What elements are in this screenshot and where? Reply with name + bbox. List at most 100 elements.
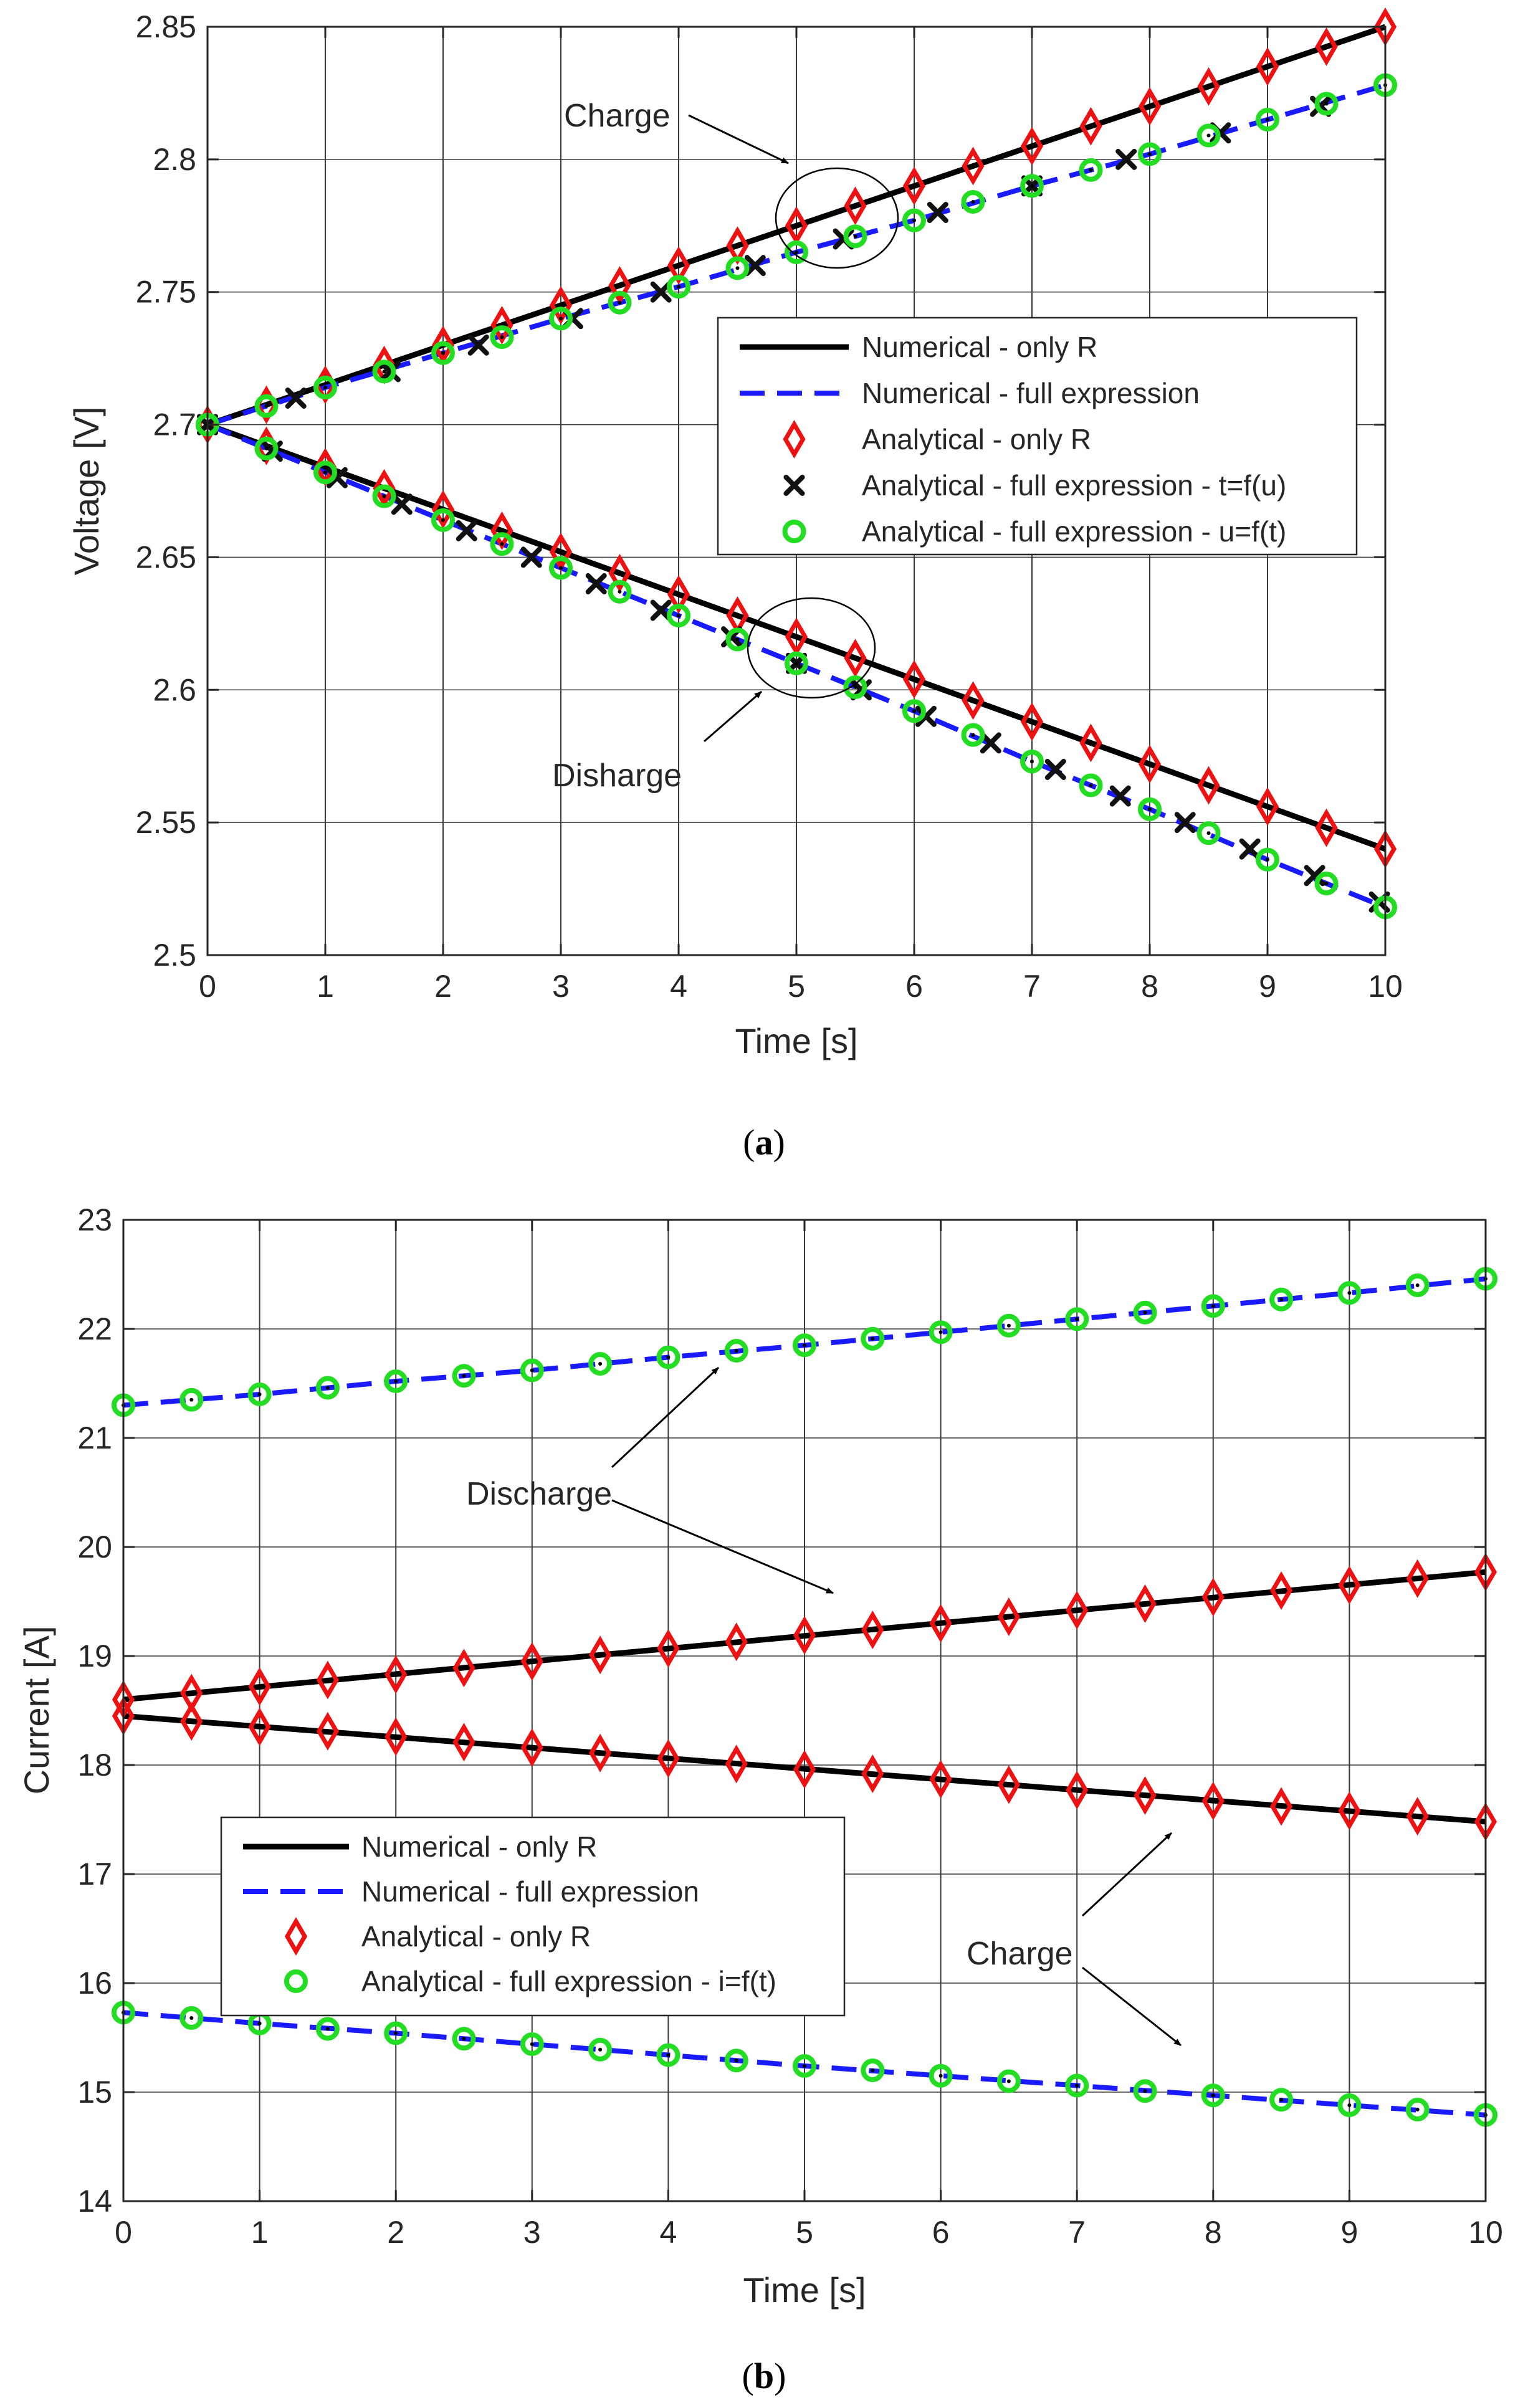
chart-a-series-line-0 bbox=[206, 24, 1387, 427]
chart-b-point-center-4-19 bbox=[1415, 1283, 1420, 1287]
chart-b-y-tick-label: 22 bbox=[77, 1311, 112, 1346]
chart-a-legend-label-1: Numerical - only R bbox=[862, 331, 1097, 363]
chart-b-y-tick-label: 17 bbox=[77, 1857, 112, 1892]
chart-a-point-9-18 bbox=[1256, 847, 1279, 872]
chart-a-point-8-8 bbox=[667, 275, 690, 299]
chart-a-discharge-label: Disharge bbox=[552, 758, 682, 794]
chart-b-point-center-7-9 bbox=[734, 2058, 738, 2063]
chart-a-x-axis-label: Time [s] bbox=[735, 1021, 857, 1060]
chart-a-point-8-17 bbox=[1196, 123, 1221, 148]
chart-a-point-5-13 bbox=[962, 681, 985, 720]
chart-b-legend-box bbox=[220, 1816, 846, 2017]
chart-a-point-4-11 bbox=[844, 186, 867, 226]
chart-b-point-center-7-16 bbox=[1211, 2093, 1215, 2098]
chart-b-point-5-14 bbox=[1066, 1591, 1089, 1630]
chart-a-point-4-17 bbox=[1197, 67, 1220, 106]
chart-a-point-7-15 bbox=[1174, 812, 1196, 834]
chart-a-caption: (a) bbox=[743, 1122, 785, 1163]
chart-b-point-6-10 bbox=[793, 1750, 816, 1789]
chart-b-point-6-6 bbox=[520, 1728, 543, 1767]
chart-b-point-4-14 bbox=[1065, 1307, 1089, 1331]
chart-b-point-5-9 bbox=[725, 1622, 748, 1662]
chart-a-point-5-14 bbox=[1020, 702, 1044, 741]
chart-b-point-5-11 bbox=[861, 1611, 884, 1649]
chart-a-legend-label-4: Analytical - full expression - t=f(u) bbox=[862, 469, 1286, 502]
chart-b-y-tick-label: 19 bbox=[77, 1639, 112, 1673]
chart-b-point-5-13 bbox=[997, 1597, 1020, 1636]
chart-a-point-8-15 bbox=[1079, 158, 1103, 182]
chart-a-caption-close: ) bbox=[773, 1122, 785, 1163]
chart-a-series-line-1 bbox=[206, 422, 1387, 852]
chart-b-point-4-5 bbox=[452, 1364, 476, 1388]
chart-b-point-7-19 bbox=[1405, 2098, 1430, 2121]
chart-b-charge-label: Charge bbox=[967, 1936, 1073, 1972]
chart-a-point-9-13 bbox=[961, 723, 985, 747]
chart-a-charge-label: Charge bbox=[564, 98, 671, 134]
chart-a-x-tick-label: 2 bbox=[434, 969, 452, 1004]
chart-b-x-tick-label: 5 bbox=[796, 2215, 813, 2250]
chart-a-point-4-5 bbox=[490, 305, 513, 345]
chart-a-x-tick-label: 3 bbox=[552, 969, 570, 1004]
chart-a-point-7-4 bbox=[456, 520, 477, 541]
chart-b-point-4-1 bbox=[179, 1387, 204, 1412]
chart-b-point-7-8 bbox=[656, 2043, 680, 2067]
chart-b-point-center-4-4 bbox=[394, 1379, 398, 1383]
chart-a-point-7-5 bbox=[520, 546, 542, 568]
chart-b-x-tick-label: 7 bbox=[1068, 2215, 1086, 2250]
chart-a-caption-letter: a bbox=[755, 1122, 773, 1163]
chart-b-point-6-2 bbox=[248, 1707, 271, 1746]
chart-b-point-4-13 bbox=[996, 1313, 1021, 1338]
chart-a-point-6-5 bbox=[650, 281, 672, 303]
chart-a-x-tick-label: 9 bbox=[1259, 969, 1276, 1004]
chart-a-point-8-5 bbox=[490, 325, 514, 350]
chart-b-y-tick-label: 21 bbox=[77, 1421, 112, 1455]
chart-a-point-7-2 bbox=[326, 467, 348, 488]
chart-b-point-center-7-8 bbox=[666, 2053, 671, 2057]
chart-b-point-center-7-17 bbox=[1279, 2098, 1284, 2102]
chart-a-point-center-9-3 bbox=[382, 494, 386, 498]
chart-a-point-9-14 bbox=[1020, 750, 1044, 774]
chart-b-point-5-6 bbox=[520, 1642, 543, 1681]
chart-b-caption-letter: b bbox=[754, 2356, 774, 2396]
chart-b-point-7-11 bbox=[861, 2058, 885, 2082]
chart-b-discharge-label: Discharge bbox=[466, 1476, 612, 1512]
chart-b-point-6-3 bbox=[316, 1711, 339, 1751]
chart-b-point-6-4 bbox=[384, 1717, 408, 1756]
chart-b-point-4-8 bbox=[656, 1345, 680, 1369]
chart-a-point-center-8-8 bbox=[677, 285, 680, 289]
chart-a-point-center-9-18 bbox=[1266, 857, 1269, 862]
chart-a-point-5-16 bbox=[1138, 745, 1162, 784]
chart-b-legend: Numerical - only R Numerical - full expr… bbox=[220, 1816, 846, 2017]
chart-b-point-5-15 bbox=[1134, 1584, 1157, 1623]
chart-b-point-4-4 bbox=[384, 1369, 408, 1393]
chart-a-x-tick-label: 1 bbox=[317, 969, 334, 1004]
chart-a-point-5-15 bbox=[1079, 723, 1102, 763]
chart-a-point-center-9-2 bbox=[323, 470, 327, 475]
chart-b-markers bbox=[112, 1267, 1497, 2127]
chart-a-point-4-15 bbox=[1079, 107, 1102, 146]
chart-b-point-7-17 bbox=[1269, 2088, 1294, 2112]
chart-a-point-5-4 bbox=[431, 490, 455, 529]
chart-a-y-tick-label: 2.7 bbox=[153, 407, 196, 442]
chart-a-point-5-18 bbox=[1256, 787, 1279, 826]
chart-a-point-9-10 bbox=[785, 651, 808, 675]
chart-b-point-6-19 bbox=[1406, 1797, 1429, 1836]
chart-a-point-9-12 bbox=[902, 699, 926, 723]
chart-b-point-7-9 bbox=[724, 2049, 748, 2073]
chart-b-point-6-9 bbox=[725, 1744, 748, 1784]
chart-b-point-7-7 bbox=[588, 2037, 613, 2062]
chart-a-x-tick-label: 4 bbox=[670, 969, 687, 1004]
chart-a-point-5-12 bbox=[902, 660, 926, 699]
chart-a-point-center-9-16 bbox=[1148, 807, 1152, 811]
chart-b-point-5-19 bbox=[1406, 1559, 1429, 1598]
chart-b-x-tick-label: 3 bbox=[523, 2215, 541, 2250]
chart-a-point-7-11 bbox=[915, 705, 937, 727]
chart-a-point-center-9-14 bbox=[1030, 759, 1034, 764]
chart-a-point-9-15 bbox=[1079, 773, 1103, 797]
chart-b-point-center-7-12 bbox=[938, 2073, 943, 2078]
chart-b: Discharge Charge Numerical - only R Nume… bbox=[17, 1202, 1503, 2396]
chart-a-point-center-9-11 bbox=[853, 685, 857, 690]
chart-a-point-center-9-7 bbox=[618, 589, 622, 594]
chart-a: Charge Disharge Numerical - only R Numer… bbox=[67, 7, 1403, 1163]
chart-b-point-4-12 bbox=[929, 1320, 953, 1344]
